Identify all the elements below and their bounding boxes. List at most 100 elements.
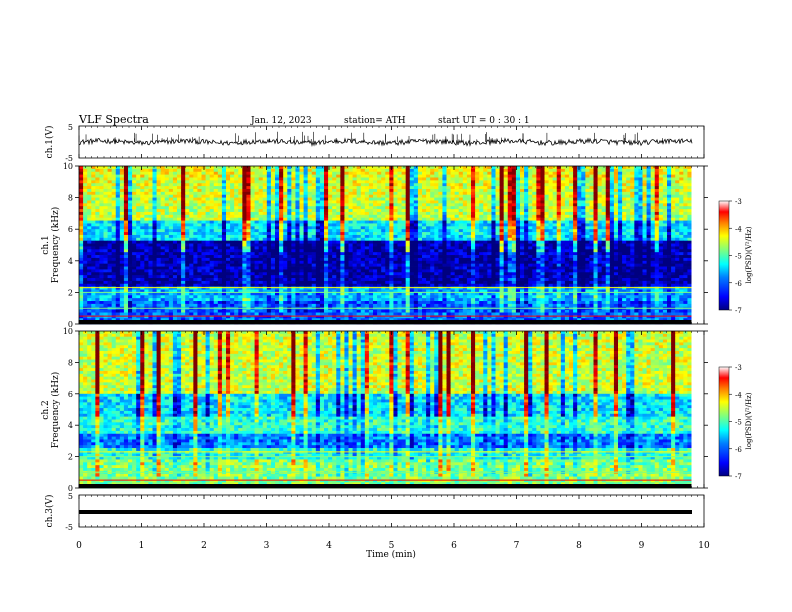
spectrogram-cell: [136, 211, 141, 216]
spectrogram-cell: [430, 177, 435, 181]
spectrogram-cell: [381, 186, 386, 190]
spectrogram-cell: [446, 191, 451, 196]
spectrogram-cell: [613, 209, 619, 213]
spectrogram-cell: [585, 226, 590, 230]
spectrogram-cell: [99, 191, 104, 196]
spectrogram-cell: [511, 171, 517, 176]
spectrogram-cell: [548, 220, 554, 224]
spectrogram-cell: [397, 194, 402, 198]
spectrogram-cell: [205, 197, 211, 201]
spectrogram-cell: [87, 194, 92, 198]
spectrogram-cell: [487, 206, 492, 210]
spectrogram-cell: [524, 177, 529, 181]
spectrogram-cell: [201, 203, 206, 207]
spectrogram-cell: [454, 246, 460, 250]
spectrogram-cell: [311, 174, 317, 178]
spectrogram-cell: [140, 252, 145, 256]
spectrogram-cell: [430, 246, 435, 250]
spectrogram-cell: [103, 234, 108, 239]
spectrogram-cell: [107, 232, 113, 236]
spectrogram-cell: [140, 186, 145, 190]
spectrogram-cell: [128, 240, 133, 244]
spectrogram-cell: [601, 252, 607, 256]
spectrogram-cell: [230, 223, 235, 227]
spectrogram-cell: [266, 183, 272, 187]
spectrogram-cell: [246, 183, 251, 187]
spectrogram-cell: [609, 223, 615, 227]
spectrogram-cell: [515, 246, 521, 250]
spectrogram-cell: [185, 220, 190, 224]
spectrogram-cell: [626, 240, 631, 244]
spectrogram-cell: [132, 206, 137, 210]
spectrogram-cell: [189, 232, 194, 236]
spectrogram-cell: [397, 197, 402, 201]
spectrogram-cell: [132, 237, 137, 242]
spectrogram-cell: [258, 226, 264, 230]
spectrogram-cell: [258, 255, 264, 259]
spectrogram-cell: [454, 209, 460, 213]
spectrogram-cell: [466, 226, 472, 230]
spectrogram-cell: [446, 186, 451, 190]
spectrogram-cell: [409, 223, 415, 227]
spectrogram-cell: [601, 220, 607, 224]
spectrogram-cell: [683, 220, 688, 224]
spectrogram-cell: [458, 206, 464, 210]
spectrogram-cell: [634, 240, 639, 244]
spectrogram-cell: [385, 200, 390, 204]
spectrogram-cell: [458, 243, 464, 247]
spectrogram-cell: [250, 171, 255, 176]
spectrogram-cell: [650, 191, 656, 196]
spectrogram-cell: [311, 186, 317, 190]
spectrogram-cell: [107, 252, 113, 256]
spectrogram-cell: [360, 206, 366, 210]
spectrogram-cell: [520, 211, 525, 216]
spectrogram-cell: [221, 209, 227, 213]
spectrogram-cell: [340, 217, 345, 221]
spectrogram-cell: [507, 249, 513, 253]
spectrogram-cell: [254, 246, 260, 250]
spectrogram-cell: [152, 232, 157, 236]
spectrogram-cell: [119, 214, 125, 219]
spectrogram-cell: [401, 206, 407, 210]
spectrogram-cell: [471, 217, 476, 221]
spectrogram-cell: [573, 240, 578, 244]
spectrogram-cell: [471, 171, 476, 176]
spectrogram-cell: [536, 180, 541, 184]
spectrogram-cell: [605, 234, 611, 239]
spectrogram-cell: [597, 252, 603, 256]
spectrogram-cell: [434, 183, 439, 187]
spectrogram-cell: [168, 223, 174, 227]
spectrogram-cell: [95, 186, 100, 190]
spectrogram-cell: [454, 217, 460, 221]
spectrogram-cell: [156, 194, 162, 198]
spectrogram-cell: [254, 174, 260, 178]
spectrogram-cell: [491, 166, 496, 170]
spectrogram-cell: [634, 183, 639, 187]
spectrogram-cell: [589, 197, 594, 201]
spectrogram-cell: [262, 223, 268, 227]
spectrogram-cell: [638, 243, 643, 247]
spectrogram-cell: [658, 188, 664, 193]
spectrogram-cell: [389, 211, 394, 216]
spectrogram-cell: [667, 237, 672, 242]
spectrogram-cell: [144, 257, 149, 262]
spectrogram-cell: [634, 223, 639, 227]
spectrogram-cell: [226, 171, 231, 176]
spectrogram-cell: [324, 171, 329, 176]
spectrogram-cell: [422, 249, 427, 253]
spectrogram-cell: [95, 203, 100, 207]
spectrogram-cell: [250, 217, 255, 221]
spectrogram-cell: [226, 197, 231, 201]
spectrogram-cell: [234, 168, 239, 173]
spectrogram-cell: [242, 226, 247, 230]
spectrogram-cell: [442, 257, 447, 262]
spectrogram-cell: [103, 194, 108, 198]
spectrogram-cell: [193, 197, 198, 201]
spectrogram-cell: [119, 191, 125, 196]
spectrogram-cell: [181, 257, 186, 262]
spectrogram-cell: [332, 229, 337, 233]
spectrogram-cell: [303, 243, 309, 247]
spectrogram-cell: [422, 194, 427, 198]
spectrogram-cell: [262, 234, 268, 239]
spectrogram-cell: [638, 211, 643, 216]
